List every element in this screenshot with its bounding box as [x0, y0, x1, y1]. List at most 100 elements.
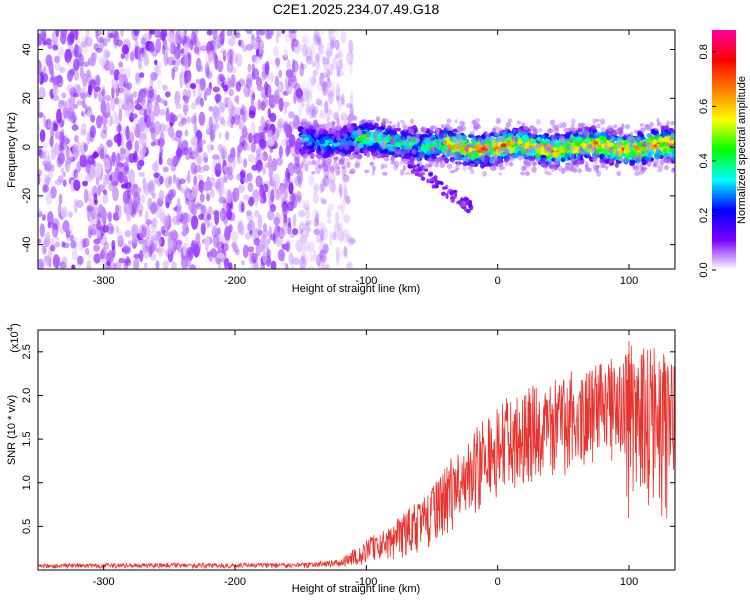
spectrogram-noise-blob — [79, 64, 84, 80]
spectrogram-noise-blob — [305, 46, 312, 62]
spectrogram-halo-cell — [390, 140, 395, 146]
spectrogram-xtick-label: -300 — [93, 275, 115, 287]
spectrogram-halo-cell — [465, 155, 471, 163]
spectrogram-noise-blob — [144, 210, 149, 223]
spectrogram-noise-blob — [99, 36, 105, 51]
spectrogram-halo-cell — [639, 123, 645, 127]
spectrogram-noise-blob — [96, 37, 104, 44]
spectrogram-ytick-label: 0 — [21, 144, 33, 150]
spectrogram-noise-blob — [133, 257, 140, 269]
spectrogram-halo-cell — [386, 145, 393, 149]
spectrogram-noise-blob — [117, 122, 122, 133]
spectrogram-tone-cell — [563, 128, 571, 133]
spectrogram-noise-blob — [250, 33, 255, 40]
spectrogram-tone-cell — [599, 154, 605, 160]
spectrogram-halo-cell — [656, 169, 663, 173]
spectrogram-noise-blob — [77, 53, 85, 67]
spectrogram-noise-blob — [171, 67, 175, 80]
spectrogram-halo-cell — [341, 153, 346, 157]
spectrogram-noise-blob — [102, 193, 109, 204]
spectrogram-noise-blob — [95, 162, 102, 178]
spectrogram-halo-cell — [422, 136, 428, 142]
spectrogram-halo-cell — [315, 127, 320, 135]
spectrogram-noise-blob — [177, 113, 183, 119]
colorbar-ticks: 0.00.20.40.60.8 — [698, 44, 716, 278]
spectrogram-noise-blob — [191, 102, 196, 110]
spectrogram-noise-blob — [305, 89, 313, 103]
spectrogram-noise-blob — [307, 105, 313, 115]
spectrogram-halo-cell — [455, 163, 460, 171]
spectrogram-noise-blob — [156, 94, 161, 104]
spectrogram-noise-blob — [178, 179, 182, 192]
spectrogram-noise-blob — [42, 184, 48, 194]
spectrogram-noise-blob — [303, 198, 310, 211]
spectrogram-noise-blob — [236, 157, 243, 165]
spectrogram-noise-blob — [312, 208, 319, 219]
spectrogram-halo-cell — [570, 153, 575, 159]
snr-ytick-label: 2.5 — [21, 344, 33, 359]
spectrogram-noise-blob — [169, 121, 174, 128]
spectrogram-noise-blob — [87, 84, 92, 96]
spectrogram-noise-blob — [243, 44, 248, 52]
spectrogram-halo-cell — [485, 131, 490, 136]
spectrogram-halo-cell — [482, 159, 489, 165]
spectrogram-noise-blob — [100, 129, 108, 139]
spectrogram-noise-blob — [327, 203, 334, 211]
spectrogram-noise-blob — [268, 137, 275, 147]
spectrogram-noise-blob — [202, 164, 210, 172]
spectrogram-noise-blob — [143, 108, 148, 123]
spectrogram-halo-cell — [528, 130, 533, 134]
spectrogram-noise-blob — [240, 202, 245, 213]
spectrogram-halo-cell — [594, 131, 600, 136]
spectrogram-noise-blob — [340, 208, 345, 220]
spectrogram-tone-cell — [637, 130, 643, 138]
spectrogram-noise-blob — [288, 30, 295, 34]
spectrogram-noise-blob — [97, 185, 101, 197]
spectrogram-halo-cell — [507, 155, 511, 162]
spectrogram-noise-blob — [135, 72, 141, 83]
spectrogram-tone-cell — [560, 157, 566, 163]
spectrogram-noise-blob — [115, 225, 120, 234]
spectrogram-noise-blob — [330, 85, 337, 97]
spectrogram-noise-blob — [69, 94, 76, 108]
spectrogram-halo-cell — [608, 147, 614, 154]
spectrogram-noise-blob — [123, 84, 131, 100]
spectrogram-noise-blob — [215, 169, 221, 177]
spectrogram-noise-blob — [174, 57, 181, 67]
spectrogram-halo-cell — [522, 130, 527, 136]
spectrogram-noise-blob — [305, 102, 311, 116]
spectrogram-halo-cell — [539, 160, 544, 167]
spectrogram-noise-blob — [184, 55, 189, 70]
spectrogram-noise-blob — [45, 54, 53, 67]
spectrogram-noise-blob — [313, 30, 321, 46]
spectrogram-noise-blob — [156, 79, 163, 90]
spectrogram-noise-blob — [170, 229, 178, 241]
spectrogram-noise-blob — [171, 157, 178, 164]
spectrogram-halo-cell — [535, 143, 542, 149]
spectrogram-ylabel: Frequency (Hz) — [6, 112, 18, 188]
spectrogram-noise-blob — [349, 59, 353, 75]
spectrogram-noise-blob — [319, 108, 325, 119]
spectrogram-tone-cell — [346, 122, 351, 130]
spectrogram-noise-blob — [73, 30, 79, 41]
spectrogram-noise-blob — [118, 108, 123, 122]
spectrogram-noise-blob — [222, 242, 229, 252]
spectrogram-noise-blob — [183, 70, 188, 85]
spectrogram-noise-blob — [285, 145, 290, 157]
spectrogram-noise-blob — [176, 206, 182, 221]
snr-xtick-label: -100 — [355, 576, 377, 588]
spectrogram-noise-blob — [187, 169, 191, 185]
spectrogram-halo-cell — [433, 149, 440, 155]
spectrogram-noise-blob — [262, 251, 268, 264]
spectrogram-noise-blob — [94, 205, 99, 219]
spectrogram-noise-blob — [300, 63, 307, 70]
spectrogram-noise-blob — [310, 49, 315, 58]
spectrogram-halo-cell — [608, 158, 614, 164]
spectrogram-noise-blob — [149, 102, 154, 110]
spectrogram-noise-blob — [142, 87, 149, 94]
spectrogram-tone-cell — [386, 130, 391, 135]
spectrogram-noise-blob — [130, 184, 135, 200]
spectrogram-halo-cell — [338, 158, 345, 166]
spectrogram-noise-blob — [261, 71, 266, 82]
spectrogram-noise-blob — [315, 212, 320, 226]
